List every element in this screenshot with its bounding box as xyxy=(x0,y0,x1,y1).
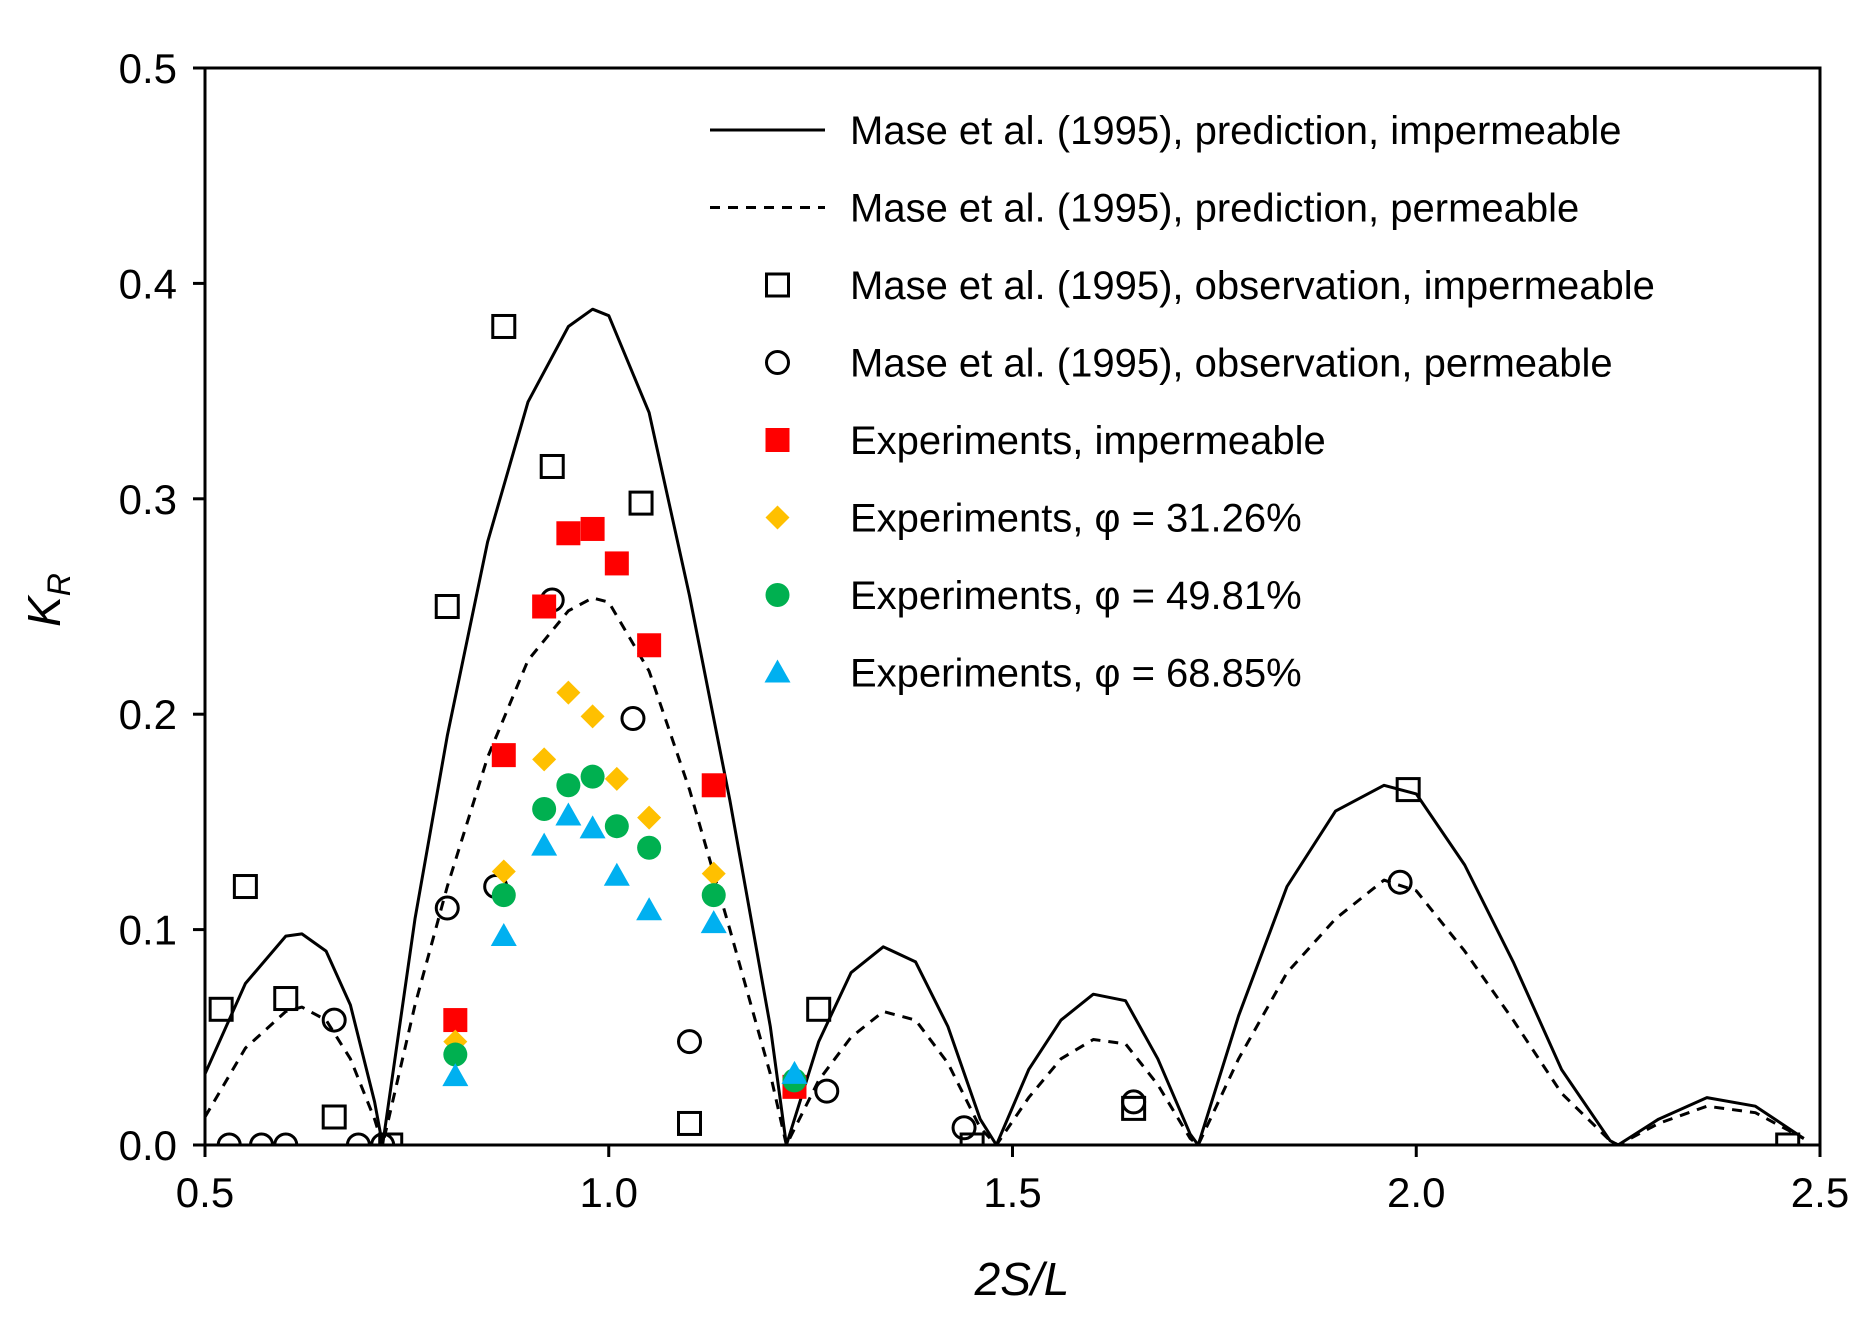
data-point-diamond-filled xyxy=(701,861,726,886)
data-point-triangle-filled xyxy=(555,802,582,826)
data-point-circle-open xyxy=(620,706,646,732)
data-point-square-filled xyxy=(604,551,629,576)
data-point-square-open xyxy=(491,313,517,339)
legend-entry-label: Experiments, φ = 31.26% xyxy=(850,497,1302,541)
data-point-square-open xyxy=(1395,777,1421,803)
data-point-circle-filled xyxy=(491,883,516,908)
data-point-square-open xyxy=(1775,1132,1801,1145)
data-point-square-filled xyxy=(637,633,662,658)
legend-entry-label: Experiments, impermeable xyxy=(850,419,1326,463)
legend-entry-label: Mase et al. (1995), prediction, permeabl… xyxy=(850,187,1579,231)
data-point-square-filled xyxy=(491,743,516,768)
data-point-square-open xyxy=(628,490,654,516)
data-point-diamond-filled xyxy=(580,704,605,729)
data-point-square-filled xyxy=(580,516,605,541)
prediction-permeable-line xyxy=(205,596,1805,1145)
data-point-circle-open xyxy=(216,1132,242,1145)
data-point-triangle-filled xyxy=(700,910,727,934)
data-point-diamond-filled xyxy=(556,680,581,705)
data-point-circle-open xyxy=(249,1132,275,1145)
x-axis-title: 2S/L xyxy=(974,1253,1070,1305)
y-tick-label: 0.0 xyxy=(119,1122,177,1169)
data-point-square-open xyxy=(273,986,299,1012)
data-point-diamond-filled xyxy=(532,747,557,772)
legend-entry-label: Mase et al. (1995), observation, permeab… xyxy=(850,342,1613,386)
data-point-square-open xyxy=(539,453,565,479)
y-tick-label: 0.3 xyxy=(119,476,177,523)
x-tick-label: 2.5 xyxy=(1791,1169,1849,1216)
x-tick-label: 1.0 xyxy=(580,1169,638,1216)
legend-marker-swatch xyxy=(764,659,791,683)
data-point-circle-open xyxy=(951,1115,977,1141)
x-tick-label: 1.5 xyxy=(983,1169,1041,1216)
data-point-triangle-filled xyxy=(781,1060,808,1084)
y-tick-label: 0.5 xyxy=(119,45,177,92)
legend-entry-label: Experiments, φ = 68.85% xyxy=(850,652,1302,696)
data-point-triangle-filled xyxy=(579,815,606,839)
legend-marker-swatch xyxy=(765,272,790,298)
y-tick-label: 0.1 xyxy=(119,907,177,954)
data-point-square-open xyxy=(232,874,258,900)
data-point-circle-filled xyxy=(604,814,629,839)
data-point-square-filled xyxy=(556,521,581,546)
legend-marker-swatch xyxy=(765,350,790,375)
legend-marker-swatch xyxy=(765,583,790,607)
data-point-square-filled xyxy=(532,594,557,619)
data-point-circle-open xyxy=(1387,869,1413,895)
data-point-diamond-filled xyxy=(491,859,516,884)
data-point-circle-open xyxy=(1121,1089,1147,1115)
data-point-triangle-filled xyxy=(531,832,558,856)
data-point-triangle-filled xyxy=(442,1063,469,1087)
data-point-circle-open xyxy=(370,1132,396,1145)
data-point-diamond-filled xyxy=(637,805,662,830)
data-point-square-open xyxy=(806,996,832,1022)
data-point-circle-open xyxy=(677,1029,702,1055)
y-tick-label: 0.4 xyxy=(119,260,177,307)
data-point-square-open xyxy=(677,1110,702,1136)
data-point-square-filled xyxy=(701,773,726,798)
data-point-triangle-filled xyxy=(490,923,517,947)
data-point-square-filled xyxy=(443,1008,468,1033)
legend-entry-label: Mase et al. (1995), observation, imperme… xyxy=(850,264,1655,308)
data-point-square-open xyxy=(434,594,460,619)
data-point-circle-open xyxy=(273,1132,299,1145)
data-point-circle-open xyxy=(814,1078,840,1104)
data-point-square-open xyxy=(208,996,234,1022)
data-point-circle-filled xyxy=(637,835,662,860)
data-point-circle-open xyxy=(434,895,460,921)
data-point-triangle-filled xyxy=(636,897,663,921)
data-point-circle-filled xyxy=(580,764,605,789)
x-tick-label: 0.5 xyxy=(176,1169,234,1216)
data-point-square-open xyxy=(1121,1095,1147,1121)
data-point-triangle-filled xyxy=(603,862,630,886)
data-point-square-open xyxy=(321,1104,347,1130)
y-axis-title: KR xyxy=(18,573,77,627)
data-point-square-open xyxy=(378,1132,404,1145)
data-point-circle-filled xyxy=(443,1042,468,1067)
y-axis-title-sub: R xyxy=(41,573,77,596)
legend-marker-swatch xyxy=(765,505,790,530)
data-point-circle-filled xyxy=(532,796,557,821)
legend-entry-label: Mase et al. (1995), prediction, impermea… xyxy=(850,109,1621,153)
data-point-circle-filled xyxy=(701,883,726,908)
legend: Mase et al. (1995), prediction, impermea… xyxy=(710,109,1655,696)
data-point-circle-open xyxy=(321,1007,347,1033)
axes: 0.5 1.0 1.5 2.0 2.5 0.0 0.1 0.2 0.3 0.4 0.5 xyxy=(119,45,1850,1216)
legend-entry-label: Experiments, φ = 49.81% xyxy=(850,574,1302,618)
y-tick-label: 0.2 xyxy=(119,691,177,738)
prediction-impermeable-line xyxy=(205,307,1805,1145)
legend-marker-swatch xyxy=(765,428,790,452)
data-point-circle-filled xyxy=(556,773,581,798)
x-tick-label: 2.0 xyxy=(1387,1169,1445,1216)
data-point-circle-open xyxy=(345,1132,371,1145)
y-axis-title-main: K xyxy=(18,594,70,627)
plot-area xyxy=(205,307,1805,1145)
data-point-diamond-filled xyxy=(604,766,629,791)
